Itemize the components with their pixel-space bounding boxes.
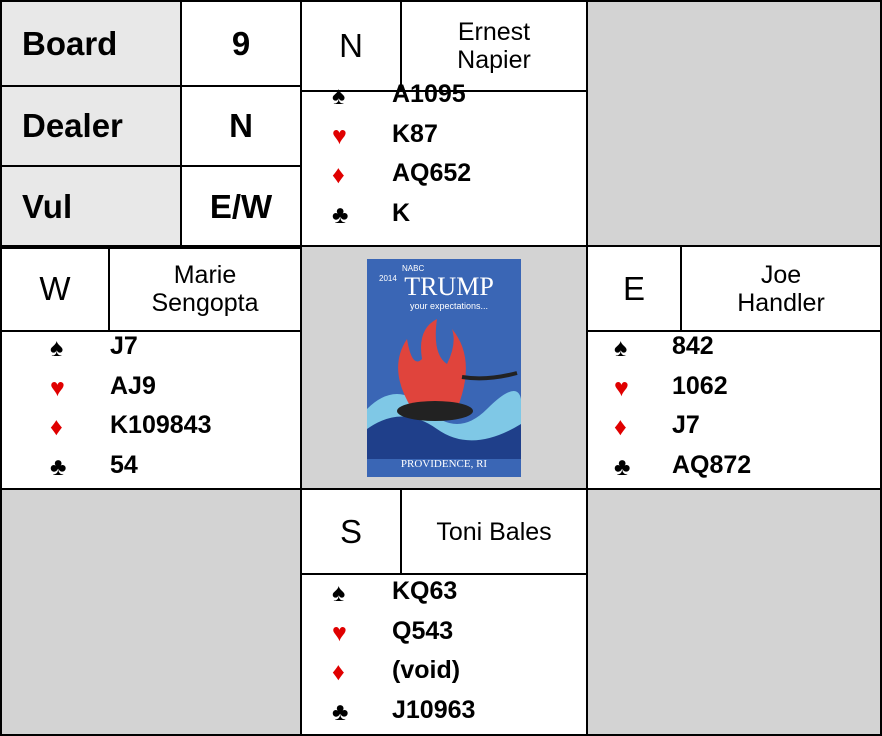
player-cell: Marie Sengopta [108, 245, 302, 332]
suit-symbol: ♣ [332, 200, 349, 229]
seat: N [300, 0, 402, 92]
suit-symbol: ♣ [50, 452, 67, 481]
logo-cell: 2014 NABC TRUMP your expectations... PRO… [300, 245, 588, 490]
cards: KQ63 [392, 577, 458, 605]
suit-symbol: ♦ [50, 413, 63, 441]
seat: S [300, 488, 402, 575]
board-label: Dealer [0, 85, 182, 167]
cards: K87 [392, 119, 438, 148]
cards: 54 [110, 450, 138, 479]
logo-event: NABC [402, 264, 424, 273]
suit-symbol: ♠ [332, 82, 346, 110]
cards: K109843 [110, 411, 212, 439]
seat: E [586, 245, 682, 332]
suit-symbol: ♦ [614, 413, 627, 441]
suit-symbol: ♣ [614, 452, 631, 481]
cards: K [392, 198, 411, 227]
cards: J7 [672, 411, 700, 439]
logo-title: TRUMP [404, 272, 494, 301]
suit-symbol: ♣ [332, 697, 349, 726]
board-label: Board [0, 0, 182, 87]
suit-symbol: ♦ [332, 161, 345, 189]
logo-place: PROVIDENCE, RI [401, 458, 488, 470]
seat: W [0, 245, 110, 332]
suit-symbol: ♠ [332, 579, 346, 607]
cards: 842 [672, 332, 714, 360]
empty-cell [586, 0, 882, 247]
suit-symbol: ♠ [50, 334, 64, 362]
suit-symbol: ♥ [50, 373, 65, 402]
suit-symbol: ♥ [332, 121, 347, 150]
cards: (void) [392, 656, 461, 684]
player-name: Marie Sengopta [151, 260, 259, 317]
cards: J7 [110, 332, 138, 360]
suit-symbol: ♥ [332, 618, 347, 647]
cards: J10963 [392, 695, 476, 724]
logo-tagline: your expectations... [410, 301, 488, 311]
logo-year: 2014 [379, 274, 397, 283]
suit-symbol: ♦ [332, 658, 345, 686]
board-value: N [180, 85, 302, 167]
player-cell: Joe Handler [680, 245, 882, 332]
player-name: Toni Bales [436, 517, 552, 546]
cards: Q543 [392, 616, 454, 645]
player-name: Joe Handler [737, 260, 825, 317]
suit-symbol: ♠ [614, 334, 628, 362]
logo: 2014 NABC TRUMP your expectations... PRO… [367, 258, 521, 477]
cards: AJ9 [110, 371, 156, 400]
player-name: Ernest Napier [457, 18, 531, 74]
cards: AQ872 [672, 450, 752, 479]
suit-symbol: ♥ [614, 373, 629, 402]
empty-cell [0, 488, 302, 736]
player-cell: Ernest Napier [400, 0, 588, 92]
cards: AQ652 [392, 159, 472, 187]
board-value: 9 [180, 0, 302, 87]
player-cell: Toni Bales [400, 488, 588, 575]
empty-cell [586, 488, 882, 736]
board-value: E/W [180, 165, 302, 249]
cards: A1095 [392, 80, 466, 108]
board-label: Vul [0, 165, 182, 249]
cards: 1062 [672, 371, 728, 400]
